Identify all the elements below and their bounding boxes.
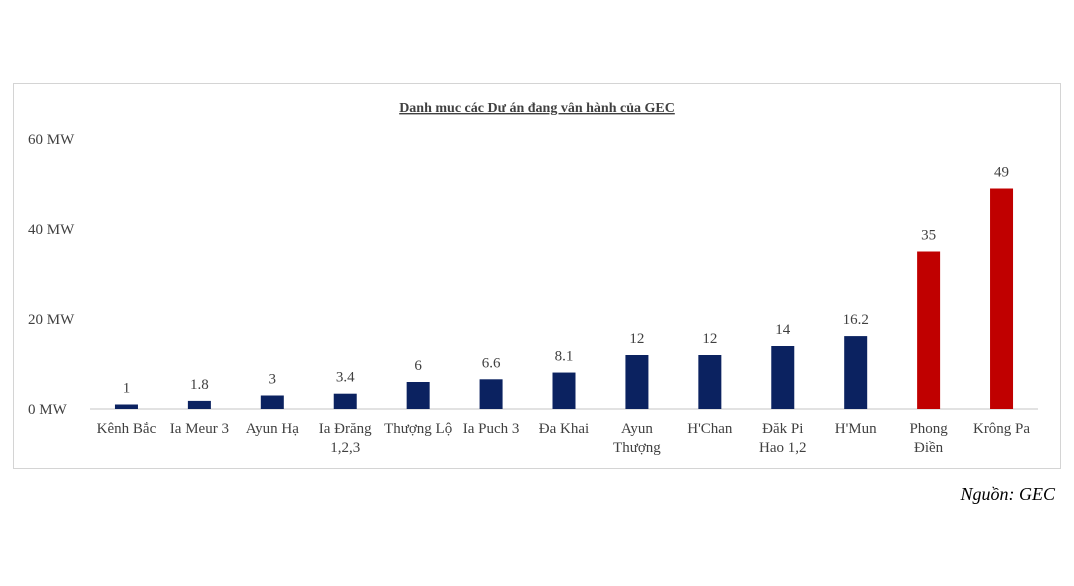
data-label: 8.1: [555, 349, 574, 365]
x-tick-label: Krông Pa: [973, 421, 1030, 437]
x-tick-label: Ayun Hạ: [246, 421, 300, 437]
x-tick-label: Ia Puch 3: [463, 421, 520, 437]
bar: [771, 346, 795, 409]
x-tick-label: H'Chan: [687, 421, 733, 437]
y-tick-label: 0 MW: [28, 402, 68, 418]
y-tick-label: 40 MW: [28, 222, 75, 238]
x-tick-label: Ia Meur 3: [170, 421, 229, 437]
data-label: 3.4: [336, 370, 355, 386]
x-tick-label: Ayun: [621, 421, 653, 437]
bar: [990, 188, 1014, 409]
bar: [479, 379, 503, 409]
x-tick-label: Điền: [914, 440, 944, 456]
data-label: 1.8: [190, 377, 209, 393]
x-tick-label: Thượng: [613, 440, 661, 456]
y-tick-label: 20 MW: [28, 312, 75, 328]
x-tick-label: Hao 1,2: [759, 440, 807, 456]
data-label: 12: [702, 331, 717, 347]
bar: [625, 355, 649, 409]
data-label: 49: [994, 165, 1009, 181]
bar: [552, 372, 576, 409]
x-tick-label: Thượng Lộ: [384, 421, 452, 437]
chart-title: Danh muc các Dư án đang vân hành của GEC: [399, 101, 675, 116]
data-label: 3: [269, 372, 277, 388]
bar: [260, 395, 284, 409]
x-tick-label: Phong: [909, 421, 948, 437]
source-note: Nguồn: GEC: [960, 484, 1056, 504]
bar: [844, 336, 868, 409]
data-label: 16.2: [843, 312, 869, 328]
y-axis: 0 MW 20 MW 40 MW 60 MW: [28, 132, 75, 418]
bars: [114, 188, 1014, 409]
data-label: 6: [414, 358, 422, 374]
bar: [333, 393, 357, 409]
x-tick-label: Đăk Pi: [762, 421, 803, 437]
x-tick-label: Kênh Bắc: [97, 421, 157, 437]
bar: [187, 400, 211, 409]
data-label: 35: [921, 228, 936, 244]
data-label: 14: [775, 322, 791, 338]
chart-frame: [13, 83, 1061, 469]
x-tick-label: H'Mun: [835, 421, 877, 437]
data-labels: 1 1.8 3 3.4 6 6.6 8.1 12 12 14 16.2 35 49: [123, 165, 1009, 397]
y-tick-label: 60 MW: [28, 132, 75, 148]
x-tick-label: Ia Đrăng: [319, 421, 372, 437]
bar: [114, 404, 138, 409]
x-axis: Kênh Bắc Ia Meur 3 Ayun Hạ Ia Đrăng 1,2,3 Thư…: [97, 421, 1031, 456]
data-label: 6.6: [482, 355, 501, 371]
bar: [698, 355, 722, 409]
data-label: 1: [123, 381, 131, 397]
bar: [406, 382, 430, 409]
data-label: 12: [629, 331, 644, 347]
x-tick-label: 1,2,3: [330, 440, 360, 456]
x-tick-label: Đa Khai: [539, 421, 589, 437]
bar: [917, 251, 941, 409]
